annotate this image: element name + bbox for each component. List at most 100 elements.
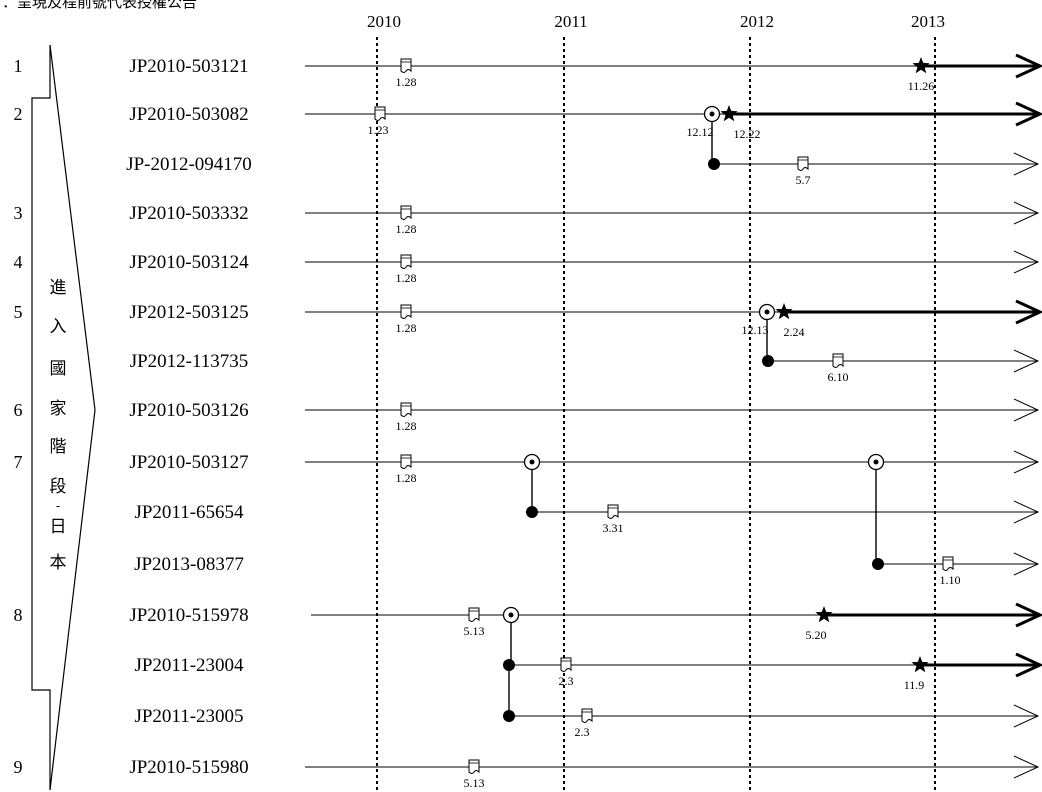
bracket-arrow — [49, 44, 96, 791]
publication-date-label: 2.3 — [559, 674, 574, 688]
publication-date-label: 1.28 — [396, 75, 417, 89]
publication-date-label: 1.28 — [396, 419, 417, 433]
patent-number-label: JP2011-23004 — [134, 655, 244, 676]
patent-number-label: JP2010-515980 — [129, 757, 248, 778]
publication-date-label: 1.28 — [396, 222, 417, 236]
year-label: 2011 — [554, 12, 587, 31]
year-gridlines: 2010 2011 2012 2013 — [367, 12, 945, 790]
bold-arrow-head — [1015, 53, 1042, 79]
arrow-head — [1013, 250, 1040, 274]
timeline-rows: 1 JP2010-503121 1.28 11.26 2 JP2010-503082 1.2… — [14, 53, 1042, 790]
grant-star-icon — [720, 105, 738, 122]
publication-date-label: 1.28 — [396, 321, 417, 335]
bracket-label-char: 段 — [50, 477, 67, 497]
timeline-row: JP2011-23004 2.3 11.9 — [134, 652, 1042, 692]
bracket-label-char: 進 — [50, 278, 67, 298]
ring-center-dot — [508, 612, 514, 618]
row-number: 5 — [14, 302, 23, 322]
publication-date-label: 1.23 — [368, 123, 389, 137]
timeline-row: 4 JP2010-503124 1.28 — [14, 250, 1040, 285]
publication-date-label: 6.10 — [828, 370, 849, 384]
grant-star-icon — [911, 656, 929, 673]
bracket-label-char: - — [56, 499, 60, 513]
timeline-row: 8 JP2010-515978 5.13 5.20 — [14, 602, 1042, 716]
timeline-row: 9 JP2010-515980 5.13 — [14, 755, 1040, 790]
publication-doc-icon — [942, 556, 954, 571]
timeline-row: JP2011-23005 2.3 — [134, 704, 1040, 739]
bracket-label-char: 入 — [50, 317, 67, 337]
timeline-row: JP2012-113735 6.10 — [130, 349, 1040, 384]
grant-date-label: 2.24 — [784, 325, 805, 339]
bold-arrow-head — [1015, 652, 1042, 678]
arrow-head — [1013, 500, 1040, 524]
timeline-row: JP-2012-094170 5.7 — [126, 152, 1040, 187]
row-number: 1 — [14, 56, 23, 76]
timeline-row: JP2013-08377 1.10 — [134, 552, 1040, 587]
divisional-start-dot — [526, 506, 538, 518]
row-number: 6 — [14, 400, 23, 420]
publication-doc-icon — [468, 759, 480, 774]
publication-date-label: 2.3 — [575, 725, 590, 739]
publication-date-label: 1.28 — [396, 271, 417, 285]
year-label: 2010 — [367, 12, 401, 31]
patent-number-label: JP2012-113735 — [130, 351, 249, 372]
patent-number-label: JP2010-503127 — [129, 452, 248, 473]
timeline-row: JP2011-65654 3.31 — [134, 500, 1040, 535]
ring-center-dot — [709, 111, 715, 117]
bold-arrow-head — [1015, 101, 1042, 127]
patent-number-label: JP2012-503125 — [129, 302, 248, 323]
grant-star-icon — [775, 303, 793, 320]
patent-number-label: JP2010-503121 — [129, 56, 248, 77]
publication-doc-icon — [400, 254, 412, 269]
row-number: 7 — [14, 452, 23, 472]
publication-date-label: 1.10 — [940, 573, 961, 587]
bracket-outline — [31, 45, 51, 790]
bracket-label-char: 日 — [50, 517, 67, 537]
publication-date-label: 5.7 — [796, 173, 811, 187]
row-number: 4 — [14, 252, 23, 272]
arrow-head — [1013, 152, 1040, 176]
row-number: 8 — [14, 605, 23, 625]
grant-date-label: 11.26 — [908, 79, 935, 93]
ring-center-dot — [764, 309, 770, 315]
arrow-head — [1013, 704, 1040, 728]
divisional-start-dot — [762, 355, 774, 367]
publication-doc-icon — [400, 402, 412, 417]
patent-number-label: JP2010-515978 — [129, 605, 248, 626]
divisional-date-label: 12.13 — [742, 323, 769, 337]
publication-doc-icon — [607, 504, 619, 519]
ring-center-dot — [873, 459, 879, 465]
publication-doc-icon — [832, 353, 844, 368]
divisional-start-dot — [503, 710, 515, 722]
divisional-date-label: 12.12 — [687, 125, 714, 139]
patent-number-label: JP2013-08377 — [134, 554, 244, 575]
timeline-row: 1 JP2010-503121 1.28 11.26 — [14, 53, 1042, 93]
arrow-head — [1013, 755, 1040, 779]
row-number: 9 — [14, 757, 23, 777]
timeline-row: 3 JP2010-503332 1.28 — [14, 201, 1040, 236]
ring-center-dot — [529, 459, 535, 465]
bold-arrow-head — [1015, 602, 1042, 628]
publication-date-label: 5.13 — [464, 624, 485, 638]
patent-number-label: JP2011-23005 — [134, 706, 243, 727]
patent-number-label: JP2011-65654 — [134, 502, 244, 523]
arrow-head — [1013, 398, 1040, 422]
arrow-head — [1013, 450, 1040, 474]
publication-doc-icon — [468, 607, 480, 622]
header-text: ：呈現及程前號代表授權公告 — [2, 0, 198, 11]
publication-doc-icon — [560, 657, 572, 672]
patent-number-label: JP2010-503124 — [129, 252, 249, 273]
year-label: 2013 — [911, 12, 945, 31]
grant-star-icon — [815, 606, 833, 623]
arrow-head — [1013, 552, 1040, 576]
bold-arrow-head — [1015, 299, 1042, 325]
publication-doc-icon — [400, 304, 412, 319]
publication-doc-icon — [400, 454, 412, 469]
bracket-label-char: 國 — [50, 359, 67, 379]
publication-doc-icon — [400, 205, 412, 220]
year-label: 2012 — [740, 12, 774, 31]
publication-date-label: 1.28 — [396, 471, 417, 485]
patent-number-label: JP2010-503126 — [129, 400, 248, 421]
